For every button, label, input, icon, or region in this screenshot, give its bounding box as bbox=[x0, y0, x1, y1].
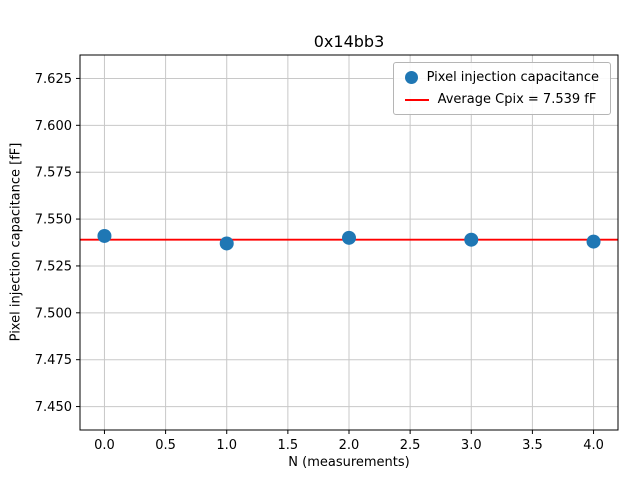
legend-entry-line: Average Cpix = 7.539 fF bbox=[404, 92, 599, 107]
data-point bbox=[342, 230, 356, 245]
legend-line-label: Average Cpix = 7.539 fF bbox=[437, 92, 597, 107]
y-tick-label: 7.525 bbox=[35, 259, 72, 274]
x-tick-label: 4.0 bbox=[583, 438, 604, 453]
data-point bbox=[97, 228, 112, 243]
data-point bbox=[464, 232, 479, 247]
y-axis-label: Pixel injection capacitance [fF] bbox=[8, 142, 24, 342]
x-tick-label: 2.0 bbox=[339, 438, 360, 453]
x-tick-label: 1.5 bbox=[278, 438, 299, 453]
legend: Pixel injection capacitance Average Cpix… bbox=[392, 62, 611, 115]
data-point bbox=[219, 236, 234, 251]
chart-title: 0x14bb3 bbox=[313, 32, 385, 51]
x-tick-label: 3.0 bbox=[461, 438, 482, 453]
y-tick-label: 7.550 bbox=[35, 213, 72, 228]
y-tick-label: 7.450 bbox=[35, 400, 72, 415]
y-tick-label: 7.575 bbox=[35, 166, 72, 181]
y-tick-label: 7.475 bbox=[35, 353, 72, 368]
x-tick-label: 3.5 bbox=[522, 438, 543, 453]
legend-line-swatch bbox=[404, 98, 429, 101]
legend-marker-swatch bbox=[404, 71, 418, 84]
x-tick-label: 0.5 bbox=[155, 438, 176, 453]
y-tick-label: 7.600 bbox=[35, 119, 72, 134]
x-axis-label: N (measurements) bbox=[288, 455, 410, 470]
y-tick-label: 7.625 bbox=[35, 72, 72, 87]
data-point bbox=[586, 234, 601, 249]
x-tick-label: 2.5 bbox=[400, 438, 421, 453]
x-tick-label: 1.0 bbox=[216, 438, 237, 453]
legend-scatter-label: Pixel injection capacitance bbox=[426, 70, 599, 85]
y-tick-label: 7.500 bbox=[35, 306, 72, 321]
x-tick-label: 0.0 bbox=[94, 438, 115, 453]
legend-entry-scatter: Pixel injection capacitance bbox=[404, 70, 599, 85]
